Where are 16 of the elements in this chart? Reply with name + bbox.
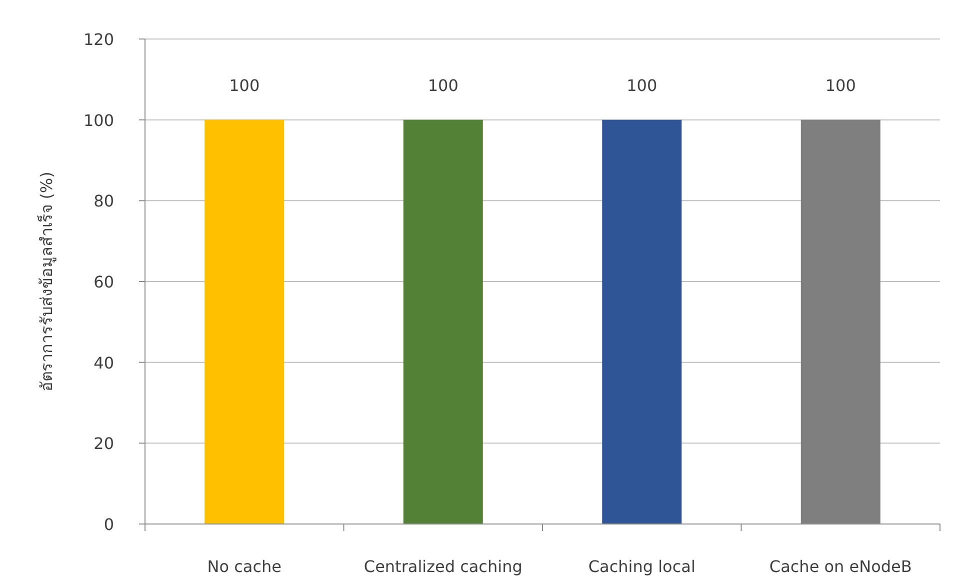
data-label: 100 [229,76,260,95]
data-label: 100 [626,76,658,95]
y-tick-label: 100 [83,110,114,130]
x-tick-label: Cache on eNodeB [769,557,912,576]
data-label: 100 [825,76,856,95]
x-tick-label: Caching local [588,557,696,576]
y-tick-label: 120 [83,30,114,49]
y-tick-label: 80 [94,192,114,211]
y-tick-label: 40 [94,353,114,372]
data-label: 100 [428,76,458,95]
x-tick-label: No cache [207,557,282,576]
y-tick-label: 0 [104,515,114,534]
y-tick-label: 20 [94,434,114,454]
y-axis-title: อัตราการรับส่งข้อมูลสำเร็จ (%) [36,172,57,392]
y-tick-label: 60 [94,272,114,292]
x-tick-label: Centralized caching [364,557,522,576]
